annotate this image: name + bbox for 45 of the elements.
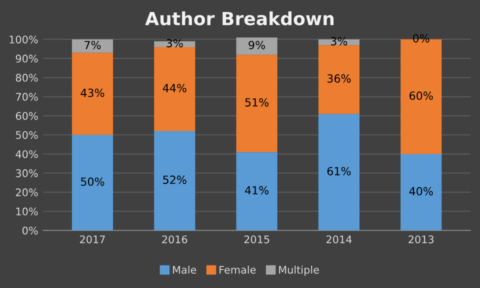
bar bbox=[400, 154, 442, 230]
y-tick-label: 20% bbox=[16, 188, 38, 196]
data-label: 9% bbox=[248, 40, 265, 50]
data-label: 40% bbox=[409, 187, 433, 196]
y-tick-label: 100% bbox=[10, 36, 38, 44]
y-tick-label: 60% bbox=[16, 112, 38, 120]
data-label: 52% bbox=[163, 176, 186, 184]
bar bbox=[72, 134, 114, 230]
bar bbox=[318, 114, 360, 230]
x-tick-label: 2014 bbox=[326, 235, 352, 244]
bar bbox=[236, 152, 278, 230]
bar bbox=[154, 131, 196, 230]
data-label: 50% bbox=[81, 177, 104, 186]
chart-title: Author Breakdown bbox=[145, 11, 334, 26]
data-label: 3% bbox=[166, 38, 183, 48]
bar bbox=[154, 46, 196, 132]
y-tick-label: 10% bbox=[16, 208, 38, 216]
x-tick-label: 2017 bbox=[80, 235, 105, 244]
data-label: 61% bbox=[327, 166, 351, 176]
bar bbox=[72, 52, 114, 135]
bar bbox=[236, 54, 278, 152]
legend-label: Male bbox=[173, 266, 196, 274]
y-tick-label: 70% bbox=[16, 92, 38, 101]
x-tick-label: 2016 bbox=[162, 235, 188, 244]
x-tick-label: 2013 bbox=[408, 235, 434, 244]
bar bbox=[236, 37, 278, 55]
y-tick-label: 90% bbox=[16, 54, 38, 63]
y-tick-label: 30% bbox=[16, 169, 38, 178]
y-tick-label: 80% bbox=[16, 74, 38, 82]
legend-label: Female bbox=[220, 266, 256, 274]
data-label: 36% bbox=[327, 74, 351, 83]
data-label: 3% bbox=[330, 37, 348, 46]
y-tick-label: 0% bbox=[22, 226, 38, 235]
data-label: 51% bbox=[245, 98, 269, 107]
data-label: 60% bbox=[410, 91, 433, 100]
bar bbox=[318, 45, 360, 114]
data-label: 43% bbox=[80, 88, 104, 98]
x-tick-label: 2015 bbox=[244, 235, 270, 244]
data-label: 44% bbox=[162, 84, 186, 92]
data-label: 7% bbox=[84, 40, 101, 50]
bar bbox=[72, 39, 114, 53]
data-label: 41% bbox=[244, 186, 269, 194]
y-tick-label: 40% bbox=[16, 150, 38, 158]
y-tick-label: 50% bbox=[16, 131, 38, 139]
legend-label: Multiple bbox=[279, 266, 319, 276]
